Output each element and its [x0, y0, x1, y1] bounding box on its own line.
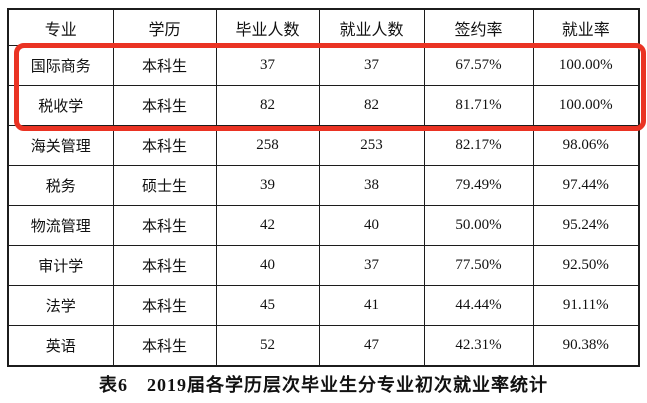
column-header-employed-count: 就业人数	[318, 8, 425, 46]
table-cell: 海关管理	[7, 125, 114, 166]
column-header-employment-rate: 就业率	[532, 8, 640, 46]
table-cell: 100.00%	[532, 85, 640, 126]
table-caption: 表6 2019届各学历层次毕业生分专业初次就业率统计	[99, 375, 548, 395]
table-cell: 37	[215, 45, 320, 86]
table-cell: 国际商务	[7, 45, 114, 86]
table-cell: 79.49%	[423, 165, 534, 206]
table-cell: 45	[215, 285, 320, 326]
table-cell: 258	[215, 125, 320, 166]
column-header-contract-rate: 签约率	[423, 8, 534, 46]
table-cell: 82.17%	[423, 125, 534, 166]
table-cell: 77.50%	[423, 245, 534, 286]
table-cell: 50.00%	[423, 205, 534, 246]
table-cell: 37	[318, 45, 425, 86]
table-row: 审计学 本科生 40 37 77.50% 92.50%	[7, 245, 640, 286]
table-cell: 82	[318, 85, 425, 126]
table-cell: 42.31%	[423, 325, 534, 367]
table-cell: 44.44%	[423, 285, 534, 326]
table-row: 海关管理 本科生 258 253 82.17% 98.06%	[7, 125, 640, 166]
table-cell: 40	[318, 205, 425, 246]
table-cell: 41	[318, 285, 425, 326]
table-cell: 92.50%	[532, 245, 640, 286]
table-cell: 法学	[7, 285, 114, 326]
table-cell: 本科生	[112, 245, 217, 286]
table-cell: 本科生	[112, 125, 217, 166]
table-cell: 英语	[7, 325, 114, 367]
table-cell: 98.06%	[532, 125, 640, 166]
table-cell: 本科生	[112, 45, 217, 86]
table-cell: 42	[215, 205, 320, 246]
table-row: 物流管理 本科生 42 40 50.00% 95.24%	[7, 205, 640, 246]
column-header-major: 专业	[7, 8, 114, 46]
table-cell: 税务	[7, 165, 114, 206]
table-cell: 91.11%	[532, 285, 640, 326]
table-row: 国际商务 本科生 37 37 67.57% 100.00%	[7, 45, 640, 86]
table-cell: 100.00%	[532, 45, 640, 86]
table-cell: 物流管理	[7, 205, 114, 246]
column-header-degree: 学历	[112, 8, 217, 46]
table-row: 法学 本科生 45 41 44.44% 91.11%	[7, 285, 640, 326]
table-header-row: 专业 学历 毕业人数 就业人数 签约率 就业率	[7, 8, 640, 46]
table-cell: 40	[215, 245, 320, 286]
table-cell: 37	[318, 245, 425, 286]
table-cell: 253	[318, 125, 425, 166]
table-row: 税收学 本科生 82 82 81.71% 100.00%	[7, 85, 640, 126]
table-cell: 67.57%	[423, 45, 534, 86]
table-cell: 38	[318, 165, 425, 206]
table-cell: 本科生	[112, 285, 217, 326]
table-row: 税务 硕士生 39 38 79.49% 97.44%	[7, 165, 640, 206]
table-cell: 95.24%	[532, 205, 640, 246]
table-cell: 81.71%	[423, 85, 534, 126]
column-header-graduates-count: 毕业人数	[215, 8, 320, 46]
table-cell: 税收学	[7, 85, 114, 126]
table-cell: 审计学	[7, 245, 114, 286]
table-cell: 本科生	[112, 205, 217, 246]
table-cell: 82	[215, 85, 320, 126]
table-cell: 本科生	[112, 85, 217, 126]
employment-statistics-table: 专业 学历 毕业人数 就业人数 签约率 就业率 国际商务 本科生 37 37 6…	[7, 8, 640, 367]
table-cell: 硕士生	[112, 165, 217, 206]
table-cell: 97.44%	[532, 165, 640, 206]
table-row: 英语 本科生 52 47 42.31% 90.38%	[7, 325, 640, 367]
table-cell: 47	[318, 325, 425, 367]
table-cell: 本科生	[112, 325, 217, 367]
table-cell: 39	[215, 165, 320, 206]
table-cell: 90.38%	[532, 325, 640, 367]
table-cell: 52	[215, 325, 320, 367]
